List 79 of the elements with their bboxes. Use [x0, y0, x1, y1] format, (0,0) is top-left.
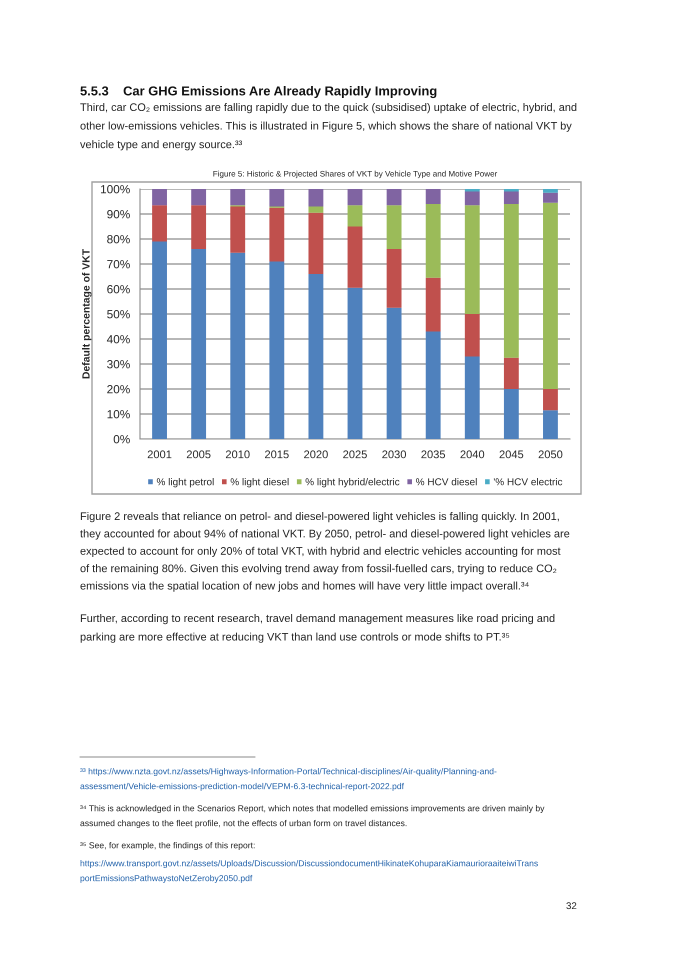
y-tick-label: 10% [108, 410, 130, 418]
text: 32 [566, 902, 576, 910]
y-tick-label: 0% [114, 435, 130, 444]
x-tick-label: 2025 [343, 450, 367, 458]
bar [308, 212, 324, 274]
bar [543, 189, 558, 193]
text: Third, car CO₂ emissions are falling rapidly due to the quick (subsidised) uptake of electric, hybrid, and other low-emissions vehicles. This is illustrated in Figure 5, which shows the share of national VKT by vehicle type and energy source.³³ [80, 103, 576, 150]
bar [464, 314, 480, 356]
y-tick-label: 40% [106, 335, 130, 344]
text: ³⁴ This is acknowledged in the Scenarios Report, which notes that modelled emissions improvements are driven mainly by assumed changes to the fleet profile, not the effects of urban form on travel distances. [80, 805, 544, 828]
bar [504, 192, 519, 204]
y-tick-label: 20% [107, 385, 130, 394]
y-tick-label: 50% [107, 310, 130, 318]
y-tick-label: 90% [107, 210, 130, 218]
chart-title: Figure 5: Historic & Projected Shares of VKT by Vehicle Type and Motive Power [213, 170, 498, 178]
bar [426, 189, 441, 204]
bar [464, 205, 480, 314]
bar [348, 205, 362, 226]
x-tick-label: 2035 [421, 450, 446, 458]
bar [426, 332, 441, 439]
legend-label: % HCV diesel [416, 478, 477, 486]
y-tick-label: 70% [107, 260, 130, 268]
bar [348, 226, 362, 288]
x-tick-label: 2010 [226, 450, 250, 458]
bar [348, 288, 362, 439]
bar [230, 189, 246, 206]
text: https://www.transport.govt.nz/assets/Uploads/Discussion/DiscussiondocumentHikinateKohuparaKiamaurioraaiteiwiTrans portEmissionsPathwaystoNetZeroby2050.pdf [80, 860, 538, 883]
bar [543, 192, 558, 203]
bar [504, 204, 519, 358]
y-tick-label: 80% [107, 235, 130, 244]
bar [269, 208, 284, 262]
legend-label: % light petrol [156, 478, 214, 488]
x-tick-label: 2015 [265, 450, 289, 458]
legend-label: % light hybrid/electric [306, 478, 400, 488]
y-axis-title: Default percentage of VKT [82, 248, 92, 378]
legend-label: % light diesel [230, 478, 289, 488]
bar [386, 308, 402, 439]
bar [269, 189, 284, 206]
caption: Figure 2 reveals that reliance on petrol- and diesel-powered light vehicles is falling quickly. In 2001, they accounted for about 94% of national VKT. By 2050, petrol- and diesel-powered light vehicles are expected to account for only 20% of total VKT, with hybrid and electric vehicles accounting for most of the remaining 80%. Given this evolving trend away from fossil-fuelled cars, trying to reduce CO₂ emissions via the spatial location of new jobs and homes will have very little impact overall.³⁴ [80, 512, 570, 592]
bar [464, 192, 480, 206]
bar [308, 206, 324, 213]
bar [152, 242, 167, 439]
x-tick-label: 2005 [186, 450, 211, 458]
text: 5.5.3 Car GHG Emissions Are Already Rapidly Improving [80, 86, 436, 98]
bar [152, 205, 167, 242]
bar [308, 274, 324, 439]
y-tick-label: 60% [107, 285, 130, 294]
bar [230, 252, 246, 439]
bar [152, 189, 167, 206]
bar [348, 189, 362, 206]
bar [504, 358, 519, 389]
bar [191, 249, 206, 439]
bar [269, 262, 284, 439]
x-tick-label: 2040 [460, 450, 484, 458]
bar [230, 206, 246, 253]
text: ³⁵ See, for example, the findings of this report: [80, 842, 255, 850]
bar [386, 249, 402, 308]
bar [543, 202, 558, 389]
bar [464, 356, 480, 439]
x-tick-label: 2020 [304, 450, 328, 458]
bar [386, 189, 402, 206]
bar [426, 278, 441, 332]
text: ³³ https://www.nzta.govt.nz/assets/Highways-Information-Portal/Technical-disciplines/Air-quality/Planning-and- assessment/Vehicle-emissions-prediction-model/VEPM-6.3-technical-report-2022.pdf [80, 768, 496, 791]
bar [426, 204, 441, 278]
x-tick-label: 2001 [148, 450, 172, 458]
bar [504, 389, 519, 439]
text: Further, according to recent research, travel demand management measures like road pricing and parking are more effective at reducing VKT than land use controls or mode shifts to PT.³⁵ [80, 614, 554, 643]
x-tick-label: 2030 [382, 450, 406, 458]
bar [386, 205, 402, 249]
bar [543, 410, 558, 439]
y-tick-label: 100% [100, 185, 130, 194]
x-tick-label: 2050 [538, 450, 562, 458]
bar [191, 189, 206, 206]
bar [543, 389, 558, 410]
legend-label: '% HCV electric [494, 478, 562, 486]
y-tick-label: 30% [107, 360, 130, 368]
bar [308, 189, 324, 206]
bar [191, 205, 206, 249]
x-tick-label: 2045 [500, 450, 524, 458]
